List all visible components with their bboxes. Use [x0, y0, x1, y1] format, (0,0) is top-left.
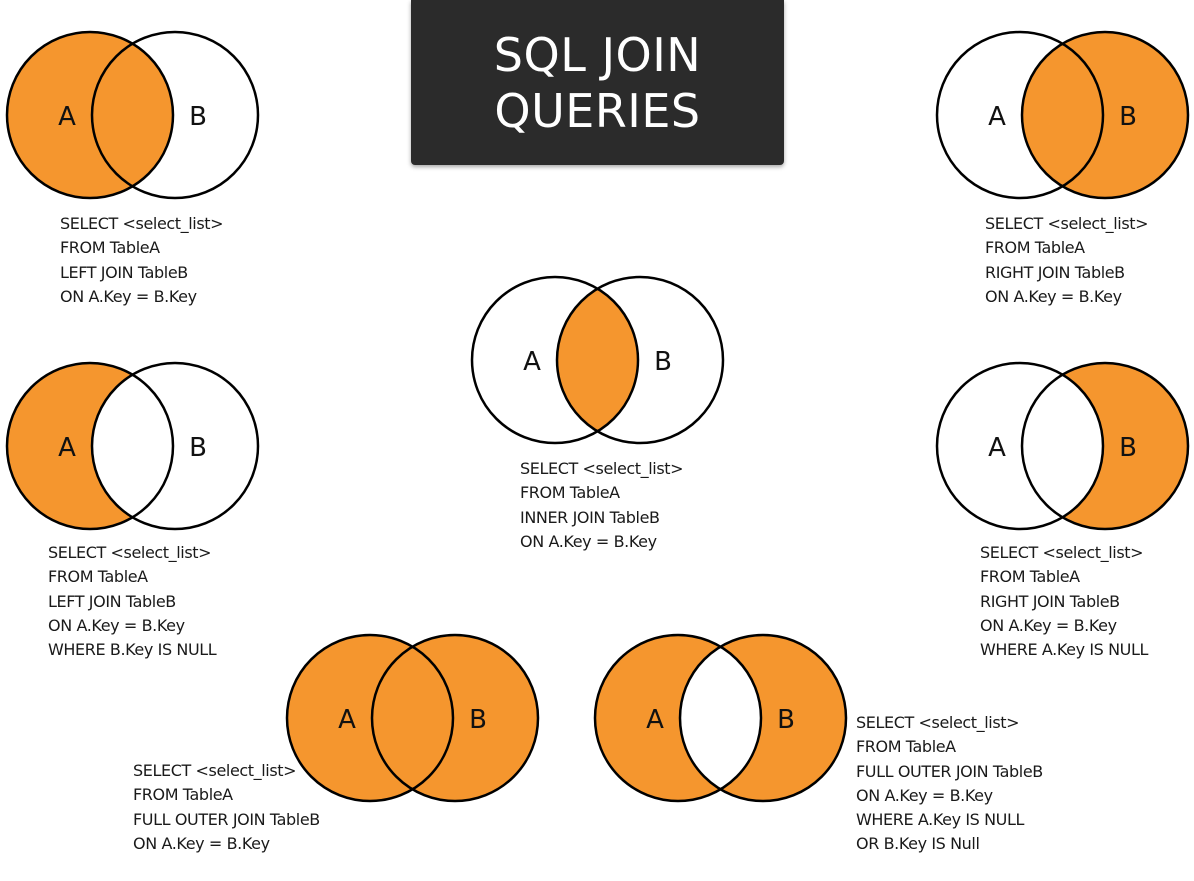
set-b-outline: [90, 361, 260, 531]
query-line: FROM TableA: [985, 238, 1085, 258]
set-b-outline: [678, 633, 848, 803]
query-line: ON A.Key = B.Key: [60, 286, 197, 306]
set-a-outline: [935, 30, 1105, 200]
region-intersection: [680, 635, 761, 801]
set-a-label: A: [338, 705, 356, 735]
query-line: SELECT <select_list>: [856, 713, 1020, 732]
query-line: WHERE A.Key IS NULL: [980, 640, 1148, 660]
full-outer-excluding-join-query: SELECT <select_list> FROM TableA FULL OUTE…: [856, 711, 1043, 857]
query-line: SELECT <select_list>: [133, 761, 297, 780]
region-intersection: [372, 635, 453, 801]
region-intersection: [1022, 32, 1103, 198]
set-a-outline: [285, 633, 455, 803]
set-b-label: B: [654, 347, 672, 377]
region-intersection: [557, 277, 638, 443]
set-a-outline: [935, 361, 1105, 531]
set-b-label: B: [469, 705, 487, 735]
set-a-label: A: [58, 102, 76, 132]
query-line: SELECT <select_list>: [985, 214, 1149, 233]
set-b-outline: [90, 30, 260, 200]
query-line: ON A.Key = B.Key: [980, 615, 1117, 635]
left-join-query: SELECT <select_list> FROM TableA LEFT JOIN…: [60, 212, 224, 309]
title-line-1: SQL JOIN: [493, 27, 702, 82]
set-b-outline: [1020, 30, 1190, 200]
query-line: FULL OUTER JOIN TableB: [856, 761, 1043, 781]
query-line: FROM TableA: [856, 737, 956, 757]
set-b-label: B: [189, 102, 207, 132]
set-a-label: A: [58, 433, 76, 463]
query-line: FROM TableA: [520, 483, 620, 503]
set-b-outline: [1020, 361, 1190, 531]
right-excluding-join-query: SELECT <select_list> FROM TableA RIGHT JOI…: [980, 541, 1148, 662]
query-line: FULL OUTER JOIN TableB: [133, 809, 320, 829]
set-a-label: A: [988, 102, 1006, 132]
left-excluding-join-query: SELECT <select_list> FROM TableA LEFT JOIN…: [48, 541, 217, 662]
query-line: WHERE A.Key IS NULL: [856, 810, 1024, 830]
set-b-label: B: [1119, 433, 1137, 463]
set-a-outline: [593, 633, 763, 803]
region-intersection: [92, 32, 173, 198]
region-intersection: [1022, 363, 1103, 529]
title-banner: SQL JOIN QUERIES: [411, 0, 784, 165]
set-b-label: B: [189, 433, 207, 463]
query-line: LEFT JOIN TableB: [48, 591, 176, 611]
set-b-label: B: [777, 705, 795, 735]
set-a-label: A: [988, 433, 1006, 463]
query-line: SELECT <select_list>: [980, 543, 1144, 562]
title-line-2: QUERIES: [494, 83, 701, 138]
set-a-label: A: [646, 705, 664, 735]
query-line: ON A.Key = B.Key: [856, 785, 993, 805]
query-line: RIGHT JOIN TableB: [985, 262, 1125, 282]
set-a-label: A: [523, 347, 541, 377]
query-line: FROM TableA: [48, 567, 148, 587]
set-b-outline: [370, 633, 540, 803]
query-line: SELECT <select_list>: [48, 543, 212, 562]
set-b-outline: [555, 275, 725, 445]
query-line: SELECT <select_list>: [520, 459, 684, 478]
right-join-query: SELECT <select_list> FROM TableA RIGHT JOI…: [985, 212, 1149, 309]
full-outer-join-query: SELECT <select_list> FROM TableA FULL OUTE…: [133, 759, 320, 856]
query-line: SELECT <select_list>: [60, 214, 224, 233]
query-line: ON A.Key = B.Key: [48, 615, 185, 635]
set-b-label: B: [1119, 102, 1137, 132]
query-line: ON A.Key = B.Key: [520, 531, 657, 551]
query-line: LEFT JOIN TableB: [60, 262, 188, 282]
query-line: OR B.Key IS Null: [856, 834, 980, 854]
region-intersection: [92, 363, 173, 529]
query-line: ON A.Key = B.Key: [985, 286, 1122, 306]
query-line: WHERE B.Key IS NULL: [48, 640, 217, 660]
set-a-outline: [5, 30, 175, 200]
set-a-outline: [5, 361, 175, 531]
query-line: INNER JOIN TableB: [520, 507, 660, 527]
inner-join-query: SELECT <select_list> FROM TableA INNER JOI…: [520, 457, 684, 554]
set-a-outline: [470, 275, 640, 445]
query-line: FROM TableA: [60, 238, 160, 258]
query-line: ON A.Key = B.Key: [133, 833, 270, 853]
query-line: FROM TableA: [980, 567, 1080, 587]
query-line: RIGHT JOIN TableB: [980, 591, 1120, 611]
query-line: FROM TableA: [133, 785, 233, 805]
